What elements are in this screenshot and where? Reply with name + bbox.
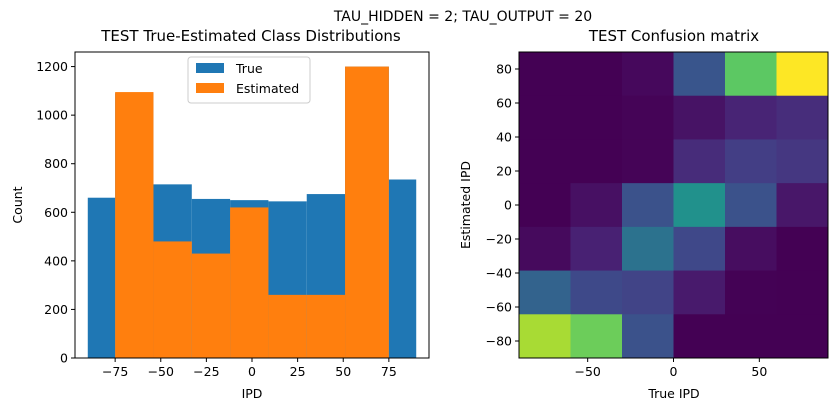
y-tick-label: 60 — [496, 96, 512, 111]
x-tick-label: 75 — [381, 364, 397, 379]
confusion-cell — [776, 139, 829, 184]
confusion-cell — [776, 270, 829, 315]
confusion-cell — [673, 270, 726, 315]
confusion-cell — [622, 314, 674, 359]
confusion-cell — [622, 95, 674, 140]
confusion-cell — [570, 183, 623, 228]
confusion-matrix-title: TEST Confusion matrix — [588, 27, 759, 45]
confusion-cell — [622, 183, 674, 228]
confusion-cell — [570, 139, 623, 184]
true-bar — [87, 197, 116, 358]
legend-label-estimated: Estimated — [236, 81, 299, 96]
y-tick-label: 800 — [44, 156, 68, 171]
y-tick-label: 1200 — [36, 59, 68, 74]
y-tick-label: 400 — [44, 253, 68, 268]
estimated-bar — [115, 92, 154, 359]
confusion-cell — [622, 226, 674, 272]
histogram-y-label: Count — [10, 186, 25, 223]
confusion-matrix-x-label: True IPD — [647, 386, 699, 401]
confusion-cell — [519, 314, 571, 359]
y-tick-label: 0 — [504, 198, 512, 213]
histogram-y-ticks: 0 200 400 600 800 1000 1200 — [36, 59, 75, 366]
confusion-matrix-y-ticks: −80 −60 −40 −20 0 20 40 60 80 — [486, 62, 519, 349]
confusion-cell — [725, 226, 777, 272]
y-tick-label: 20 — [496, 164, 512, 179]
confusion-cell — [673, 183, 726, 228]
confusion-cell — [725, 52, 777, 97]
histogram-x-label: IPD — [242, 386, 263, 401]
confusion-cell — [725, 314, 777, 359]
confusion-cell — [622, 52, 674, 97]
confusion-matrix-cells — [519, 52, 829, 359]
x-tick-label: 25 — [290, 364, 306, 379]
estimated-bar — [306, 294, 346, 358]
y-tick-label: 1000 — [36, 108, 68, 123]
confusion-matrix-x-ticks: −50 0 50 — [574, 358, 767, 379]
histogram-legend: True Estimated — [187, 56, 311, 104]
confusion-cell — [570, 270, 623, 315]
confusion-cell — [776, 183, 829, 228]
x-tick-label: −50 — [574, 364, 600, 379]
confusion-cell — [519, 270, 571, 315]
confusion-cell — [570, 95, 623, 140]
legend-swatch-estimated — [196, 83, 224, 93]
confusion-cell — [673, 314, 726, 359]
confusion-cell — [622, 270, 674, 315]
estimated-series-bars — [115, 66, 389, 359]
y-tick-label: −40 — [486, 266, 512, 281]
x-tick-label: 50 — [335, 364, 351, 379]
confusion-cell — [725, 95, 777, 140]
histogram-panel: TEST True-Estimated Class Distributions … — [10, 27, 430, 401]
x-tick-label: 0 — [670, 364, 678, 379]
figure-suptitle: TAU_HIDDEN = 2; TAU_OUTPUT = 20 — [333, 9, 592, 25]
confusion-cell — [519, 95, 571, 140]
y-tick-label: 200 — [44, 302, 68, 317]
y-tick-label: 40 — [496, 130, 512, 145]
confusion-cell — [673, 52, 726, 97]
confusion-cell — [519, 52, 571, 97]
confusion-cell — [776, 95, 829, 140]
confusion-cell — [725, 183, 777, 228]
confusion-cell — [725, 270, 777, 315]
confusion-cell — [776, 314, 829, 359]
estimated-bar — [345, 66, 389, 359]
confusion-cell — [519, 183, 571, 228]
estimated-bar — [191, 253, 231, 358]
confusion-cell — [519, 226, 571, 272]
x-tick-label: −75 — [102, 364, 128, 379]
x-tick-label: 50 — [751, 364, 767, 379]
histogram-title: TEST True-Estimated Class Distributions — [100, 27, 401, 45]
confusion-cell — [673, 139, 726, 184]
confusion-cell — [570, 226, 623, 272]
confusion-cell — [776, 226, 829, 272]
estimated-bar — [268, 294, 307, 358]
legend-label-true: True — [235, 61, 263, 76]
histogram-x-ticks: −75 −50 −25 0 25 50 75 — [102, 358, 397, 379]
y-tick-label: −80 — [486, 334, 512, 349]
confusion-cell — [622, 139, 674, 184]
y-tick-label: 600 — [44, 205, 68, 220]
y-tick-label: 0 — [60, 351, 68, 366]
confusion-matrix-y-label: Estimated IPD — [458, 161, 473, 249]
confusion-cell — [519, 139, 571, 184]
confusion-cell — [673, 226, 726, 272]
estimated-bar — [230, 207, 269, 358]
x-tick-label: −25 — [193, 364, 219, 379]
y-tick-label: −20 — [486, 232, 512, 247]
confusion-cell — [570, 314, 623, 359]
x-tick-label: −50 — [148, 364, 174, 379]
legend-swatch-true — [196, 63, 224, 73]
confusion-matrix-panel: TEST Confusion matrix −50 0 50 −80 −60 −40 −2… — [458, 27, 829, 401]
x-tick-label: 0 — [248, 364, 256, 379]
y-tick-label: −60 — [486, 300, 512, 315]
estimated-bar — [153, 241, 192, 358]
confusion-cell — [776, 52, 829, 97]
confusion-cell — [725, 139, 777, 184]
y-tick-label: 80 — [496, 62, 512, 77]
confusion-cell — [673, 95, 726, 140]
confusion-cell — [570, 52, 623, 97]
true-bar — [388, 179, 417, 358]
